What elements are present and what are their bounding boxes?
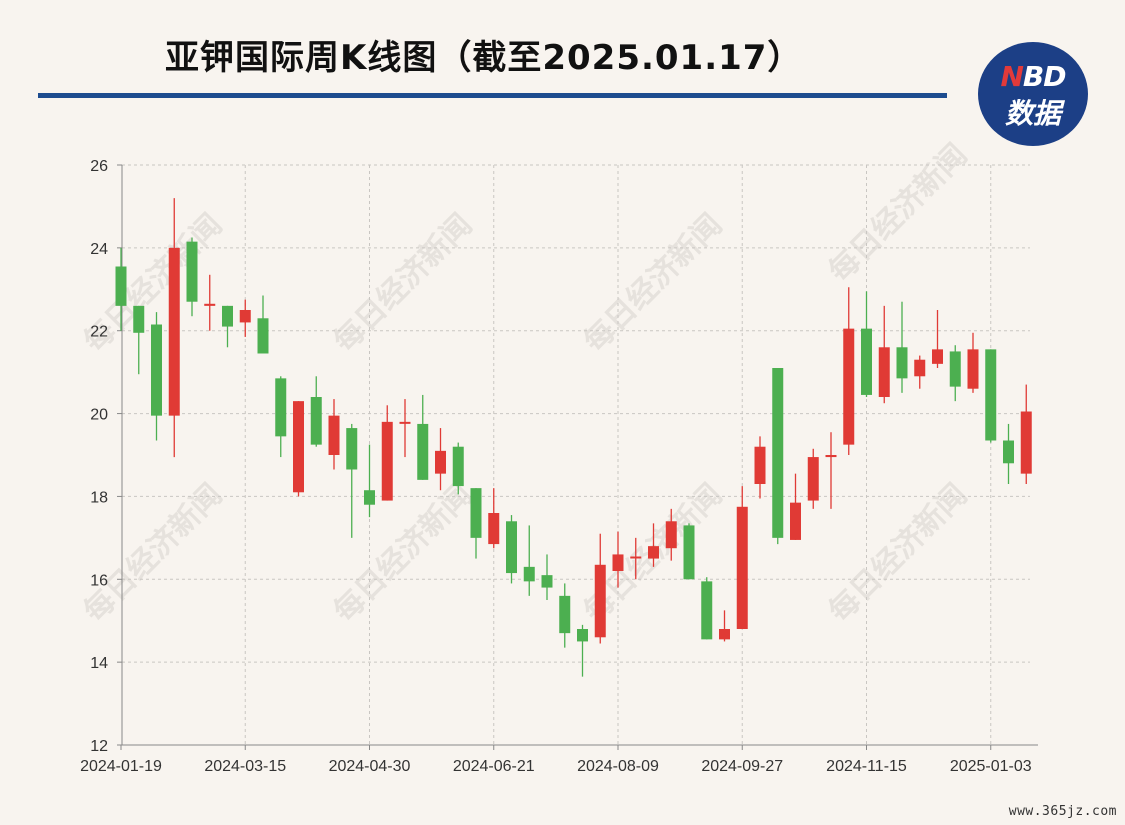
- candle-body: [488, 513, 500, 545]
- candle-body: [346, 428, 358, 470]
- watermark-text: 每日经济新闻: [327, 477, 479, 629]
- candle-body: [1003, 440, 1014, 464]
- candle-body: [1020, 411, 1032, 474]
- watermark-text: 每日经济新闻: [577, 207, 729, 359]
- candle-body: [470, 488, 482, 538]
- candle-body: [648, 546, 659, 559]
- candle-body: [683, 525, 695, 580]
- candle-body: [790, 502, 801, 540]
- candle-body: [559, 595, 571, 634]
- candle-body: [612, 554, 624, 571]
- candle-body: [541, 575, 553, 588]
- candle-body: [843, 328, 855, 445]
- candle-body: [257, 318, 269, 354]
- candle-body: [754, 446, 766, 484]
- candle-body: [719, 629, 730, 640]
- watermark-text: 每日经济新闻: [822, 137, 974, 289]
- candle-body: [577, 629, 588, 642]
- candle-body: [807, 457, 819, 501]
- x-tick-label: 2024-06-21: [453, 758, 535, 775]
- logo-text-bottom: 数据: [1004, 97, 1061, 130]
- candle-body: [328, 415, 340, 455]
- candle-body: [825, 455, 837, 458]
- candle-body: [594, 564, 606, 638]
- x-tick-label: 2024-09-27: [701, 758, 783, 775]
- candle-body: [417, 423, 429, 480]
- candle-body: [293, 401, 304, 493]
- candle-body: [985, 349, 997, 441]
- y-tick-label: 22: [90, 324, 108, 341]
- title-underline: [38, 93, 947, 98]
- candle-body: [435, 450, 446, 474]
- candle-body: [239, 310, 251, 323]
- x-tick-label: 2024-04-30: [329, 758, 411, 775]
- candle-body: [736, 506, 748, 629]
- logo-text-top: NBD: [1000, 60, 1067, 93]
- y-tick-label: 24: [90, 241, 108, 258]
- watermark-text: 每日经济新闻: [327, 207, 479, 359]
- candle-body: [878, 347, 890, 397]
- candle-body: [772, 368, 784, 538]
- watermark-text: 每日经济新闻: [822, 477, 974, 629]
- x-tick-label: 2024-08-09: [577, 758, 659, 775]
- y-tick-label: 26: [90, 158, 108, 175]
- candle-body: [949, 351, 961, 387]
- candle-body: [310, 397, 322, 445]
- candle-body: [222, 305, 233, 327]
- y-tick-label: 20: [90, 407, 108, 424]
- x-tick-label: 2025-01-03: [950, 758, 1032, 775]
- candle-body: [399, 421, 411, 424]
- candle-body: [186, 241, 198, 302]
- candle-body: [861, 328, 872, 395]
- candle-body: [364, 490, 375, 505]
- logo-text-bd: BD: [1022, 60, 1067, 93]
- y-tick-label: 12: [90, 738, 108, 755]
- candle-body: [932, 349, 943, 364]
- x-tick-label: 2024-11-15: [826, 758, 907, 775]
- candle-body: [967, 349, 979, 389]
- candle-body: [701, 581, 713, 640]
- candle-body: [115, 266, 127, 306]
- x-tick-label: 2024-01-19: [80, 758, 162, 775]
- y-tick-label: 18: [90, 489, 108, 506]
- candle-body: [275, 378, 287, 437]
- candle-body: [630, 556, 642, 559]
- candle-body: [506, 521, 517, 574]
- y-tick-label: 14: [90, 655, 108, 672]
- candle-body: [204, 303, 216, 306]
- candle-body: [523, 566, 535, 582]
- x-tick-label: 2024-03-15: [204, 758, 286, 775]
- candle-body: [665, 521, 677, 549]
- candle-body: [151, 324, 162, 416]
- candle-body: [914, 359, 926, 377]
- nbd-logo: NBD 数据: [978, 42, 1088, 146]
- candle-body: [381, 421, 393, 501]
- y-tick-label: 16: [90, 572, 108, 589]
- candle-body: [133, 305, 145, 333]
- candle-body: [896, 347, 908, 379]
- site-watermark: www.365jz.com: [1008, 804, 1117, 819]
- candle-body: [452, 446, 464, 487]
- candle-body: [168, 247, 180, 416]
- chart-title: 亚钾国际周K线图（截至2025.01.17）: [165, 38, 803, 78]
